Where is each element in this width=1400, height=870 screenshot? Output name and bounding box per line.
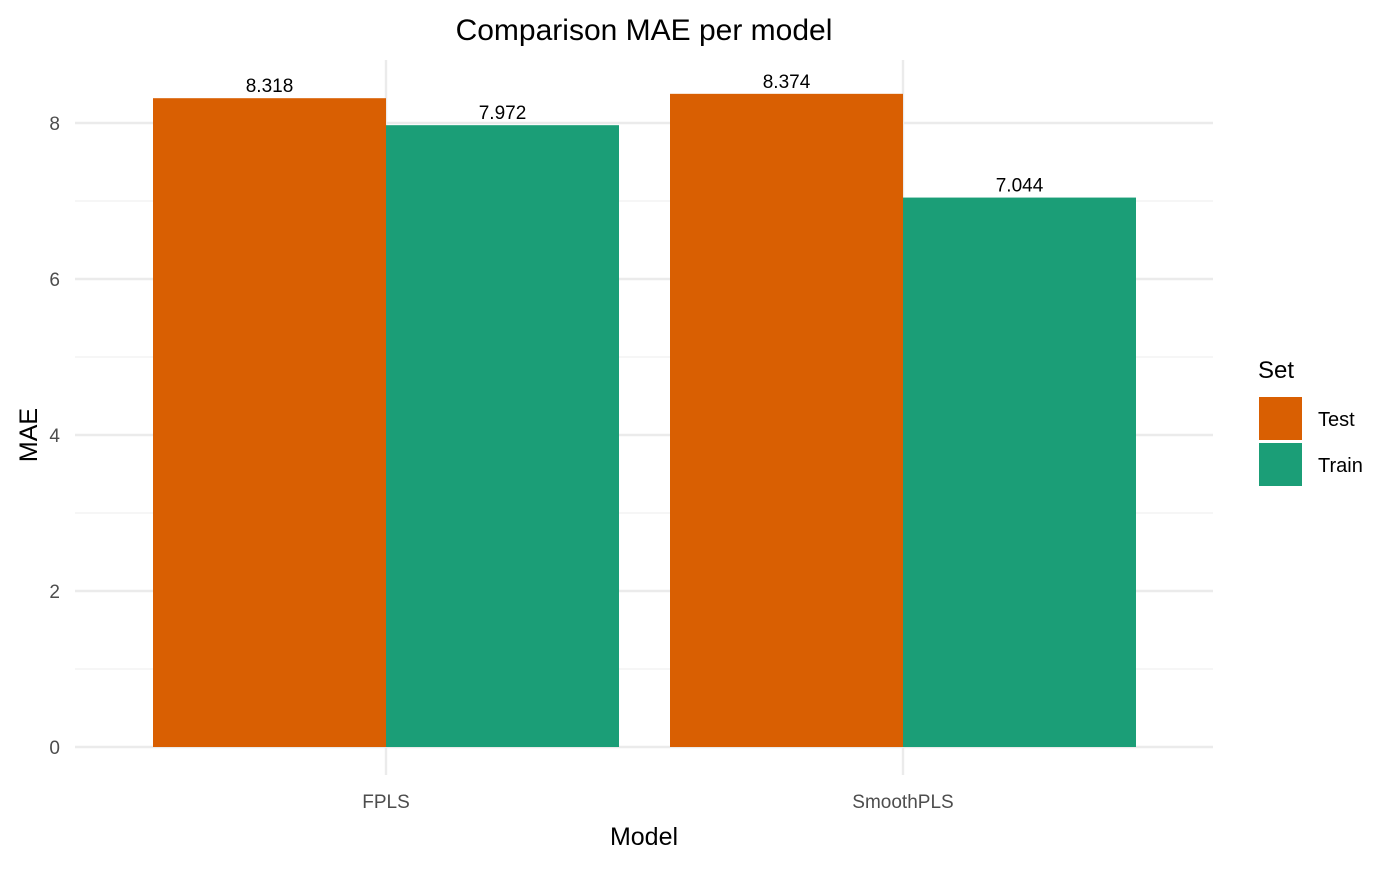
data-label: 7.972	[479, 103, 527, 124]
bar-SmoothPLS-Test	[670, 93, 903, 747]
bar-FPLS-Test	[153, 98, 386, 748]
bars	[153, 93, 1136, 748]
chart-title: Comparison MAE per model	[456, 14, 833, 47]
y-tick-label: 6	[49, 270, 60, 291]
legend-title: Set	[1258, 357, 1294, 384]
x-axis-ticks: FPLS SmoothPLS	[362, 792, 953, 813]
legend: Set Test Train	[1258, 357, 1363, 486]
x-tick-label: SmoothPLS	[852, 792, 953, 813]
y-tick-label: 0	[49, 738, 60, 759]
data-label: 7.044	[996, 176, 1044, 197]
y-tick-label: 2	[49, 582, 60, 603]
y-tick-label: 8	[49, 114, 60, 135]
legend-swatch-Train	[1259, 443, 1302, 486]
y-axis-label: MAE	[15, 408, 43, 462]
x-axis-label: Model	[610, 823, 678, 851]
data-labels: 8.318 7.972 8.374 7.044	[246, 72, 1044, 197]
data-label: 8.374	[763, 72, 811, 93]
bar-SmoothPLS-Train	[903, 197, 1136, 747]
data-label: 8.318	[246, 76, 294, 97]
legend-label: Test	[1318, 409, 1355, 431]
y-tick-label: 4	[49, 426, 60, 447]
y-axis-ticks: 0 2 4 6 8	[49, 114, 60, 759]
bar-FPLS-Train	[386, 125, 619, 747]
x-tick-label: FPLS	[362, 792, 410, 813]
legend-swatch-Test	[1259, 397, 1302, 440]
legend-label: Train	[1318, 455, 1363, 477]
